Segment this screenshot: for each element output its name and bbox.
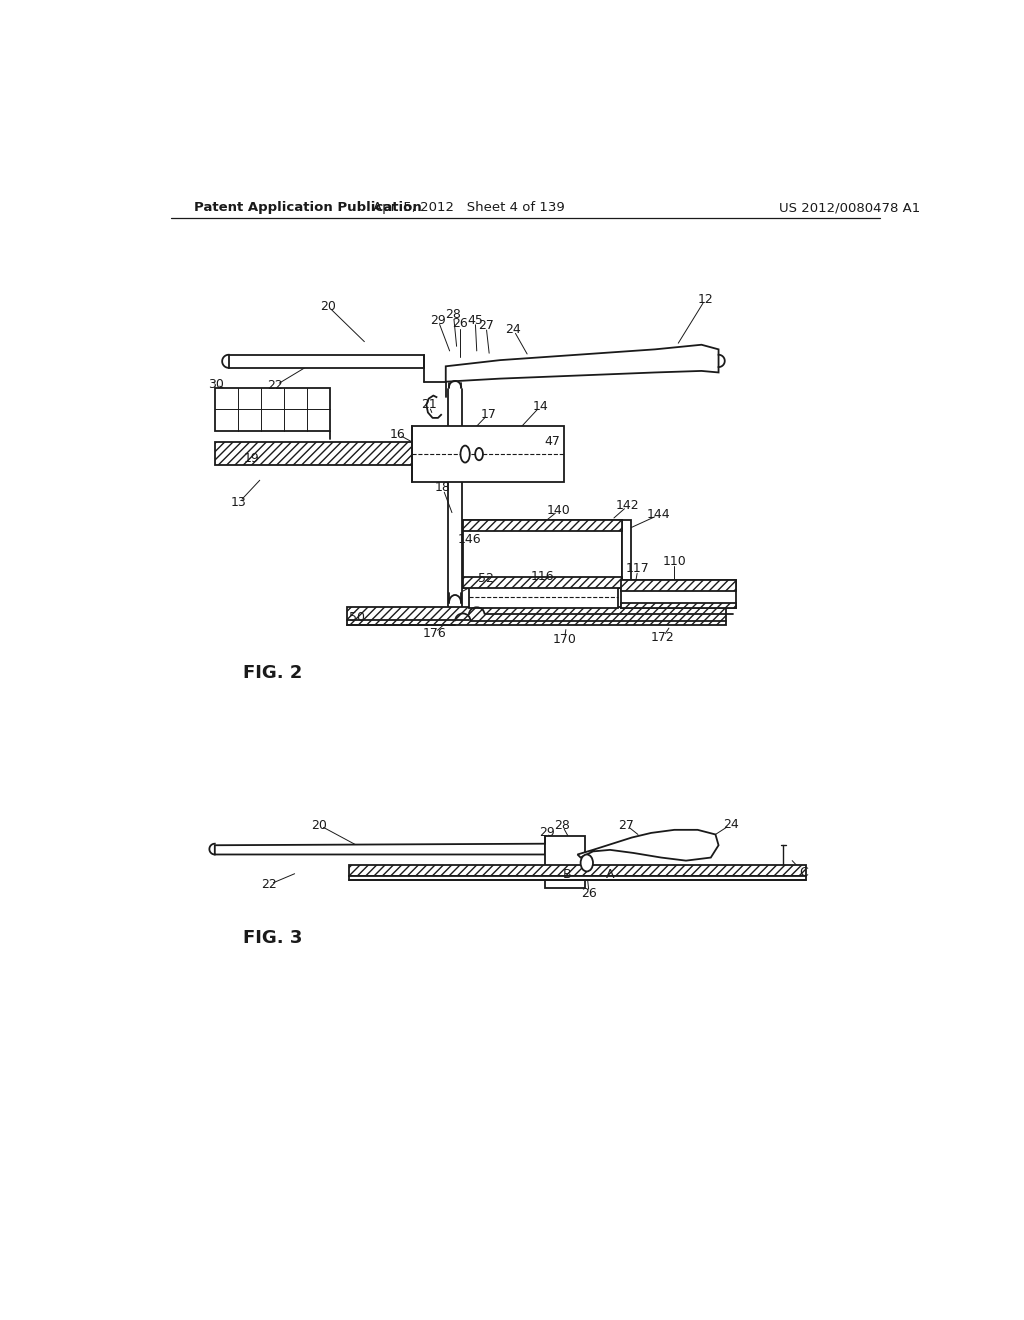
Text: 16: 16 bbox=[390, 428, 406, 441]
Polygon shape bbox=[445, 345, 719, 381]
Text: 20: 20 bbox=[311, 818, 328, 832]
Bar bbox=[346, 607, 726, 626]
Bar bbox=[412, 426, 563, 482]
Text: 47: 47 bbox=[545, 436, 560, 449]
Bar bbox=[215, 388, 330, 432]
Text: 142: 142 bbox=[616, 499, 640, 512]
Text: 22: 22 bbox=[267, 379, 283, 392]
Text: 28: 28 bbox=[445, 308, 462, 321]
Ellipse shape bbox=[475, 447, 483, 461]
Text: 28: 28 bbox=[554, 818, 570, 832]
Text: 27: 27 bbox=[478, 319, 494, 333]
Text: 144: 144 bbox=[647, 508, 671, 521]
Bar bbox=[463, 577, 622, 589]
Text: 116: 116 bbox=[530, 570, 554, 583]
Text: 20: 20 bbox=[321, 300, 336, 313]
Text: 19: 19 bbox=[244, 453, 260, 465]
Text: 146: 146 bbox=[457, 533, 481, 546]
Ellipse shape bbox=[581, 854, 593, 871]
Text: FIG. 2: FIG. 2 bbox=[243, 664, 302, 681]
Text: 110: 110 bbox=[663, 554, 686, 568]
Text: B: B bbox=[563, 869, 571, 880]
Text: 26: 26 bbox=[582, 887, 597, 900]
Bar bbox=[622, 520, 631, 589]
Text: 29: 29 bbox=[430, 314, 445, 326]
Text: 140: 140 bbox=[547, 504, 570, 517]
Text: C: C bbox=[800, 866, 808, 879]
Text: 50: 50 bbox=[349, 611, 366, 624]
Bar bbox=[215, 442, 414, 465]
Text: FIG. 3: FIG. 3 bbox=[243, 929, 302, 946]
Text: 170: 170 bbox=[552, 634, 577, 647]
Text: Apr. 5, 2012   Sheet 4 of 139: Apr. 5, 2012 Sheet 4 of 139 bbox=[373, 201, 565, 214]
Text: 13: 13 bbox=[231, 496, 247, 510]
Text: 17: 17 bbox=[480, 408, 497, 421]
Text: 176: 176 bbox=[422, 627, 446, 640]
Polygon shape bbox=[578, 830, 719, 861]
Text: 18: 18 bbox=[435, 482, 451, 495]
Bar bbox=[469, 586, 617, 609]
Bar bbox=[463, 520, 622, 531]
Text: 45: 45 bbox=[467, 314, 483, 326]
Text: 12: 12 bbox=[697, 293, 714, 306]
Ellipse shape bbox=[461, 446, 470, 462]
Text: 117: 117 bbox=[626, 562, 650, 576]
Bar bbox=[621, 603, 735, 609]
Text: 172: 172 bbox=[651, 631, 675, 644]
Text: 21: 21 bbox=[421, 399, 436, 412]
Bar bbox=[621, 581, 735, 591]
Text: 27: 27 bbox=[618, 818, 634, 832]
Text: US 2012/0080478 A1: US 2012/0080478 A1 bbox=[779, 201, 921, 214]
Text: 22: 22 bbox=[261, 878, 276, 891]
Text: 26: 26 bbox=[452, 317, 468, 330]
Bar bbox=[463, 520, 622, 589]
Text: 29: 29 bbox=[539, 826, 554, 840]
Polygon shape bbox=[228, 355, 424, 368]
Text: Patent Application Publication: Patent Application Publication bbox=[194, 201, 422, 214]
Text: A: A bbox=[606, 869, 614, 880]
Text: 14: 14 bbox=[532, 400, 548, 413]
Text: 52: 52 bbox=[478, 573, 494, 585]
Text: 24: 24 bbox=[505, 323, 521, 335]
Bar bbox=[545, 836, 586, 888]
Text: 30: 30 bbox=[208, 378, 223, 391]
Bar bbox=[349, 866, 806, 876]
Text: 24: 24 bbox=[723, 818, 739, 832]
Polygon shape bbox=[215, 843, 545, 854]
Bar bbox=[349, 876, 806, 880]
Bar bbox=[621, 581, 735, 609]
